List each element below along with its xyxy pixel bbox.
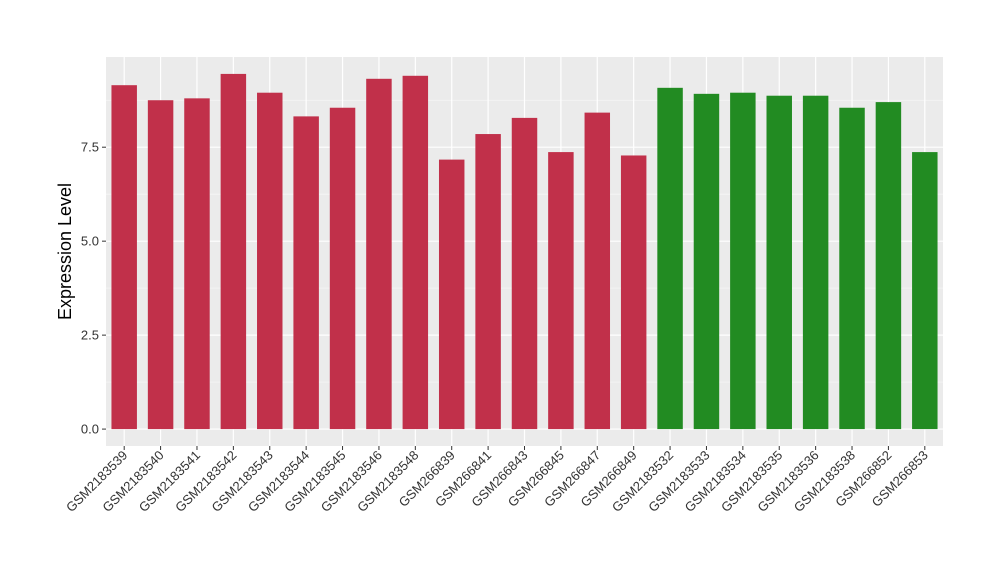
bar-GSM266843 <box>511 117 538 430</box>
bar-GSM266852 <box>875 102 902 430</box>
x-tick-label: GSM2183539 <box>63 448 130 515</box>
bar-GSM2183532 <box>657 87 683 430</box>
y-axis-title: Expression Level <box>55 183 75 320</box>
y-tick-label: 2.5 <box>81 328 99 343</box>
y-tick-label: 5.0 <box>81 234 99 249</box>
bars <box>111 73 938 430</box>
bar-GSM2183544 <box>293 116 319 430</box>
bar-GSM2183541 <box>184 98 210 430</box>
bar-GSM2183534 <box>730 92 756 430</box>
bar-GSM2183546 <box>366 78 392 430</box>
bar-GSM266845 <box>548 152 574 430</box>
bar-GSM2183543 <box>257 92 283 430</box>
bar-GSM266839 <box>438 159 465 430</box>
bar-GSM2183533 <box>693 93 720 430</box>
y-tick-label: 0.0 <box>81 422 99 437</box>
bar-GSM2183536 <box>802 95 829 430</box>
bar-GSM266841 <box>475 134 501 430</box>
bar-GSM2183538 <box>839 107 865 430</box>
bar-GSM2183535 <box>766 95 792 430</box>
y-tick-label: 7.5 <box>81 140 99 155</box>
bar-GSM266849 <box>620 155 647 430</box>
bar-GSM2183542 <box>220 73 247 430</box>
bar-GSM266847 <box>584 112 611 430</box>
x-axis: GSM2183539GSM2183540GSM2183541GSM2183542… <box>63 446 931 515</box>
bar-GSM266853 <box>912 152 938 430</box>
bar-GSM2183539 <box>111 85 137 430</box>
bar-GSM2183545 <box>329 107 356 430</box>
bar-GSM2183540 <box>147 100 174 430</box>
bar-GSM2183548 <box>402 75 429 430</box>
y-axis: 0.0 2.5 5.0 7.5 <box>81 140 106 437</box>
